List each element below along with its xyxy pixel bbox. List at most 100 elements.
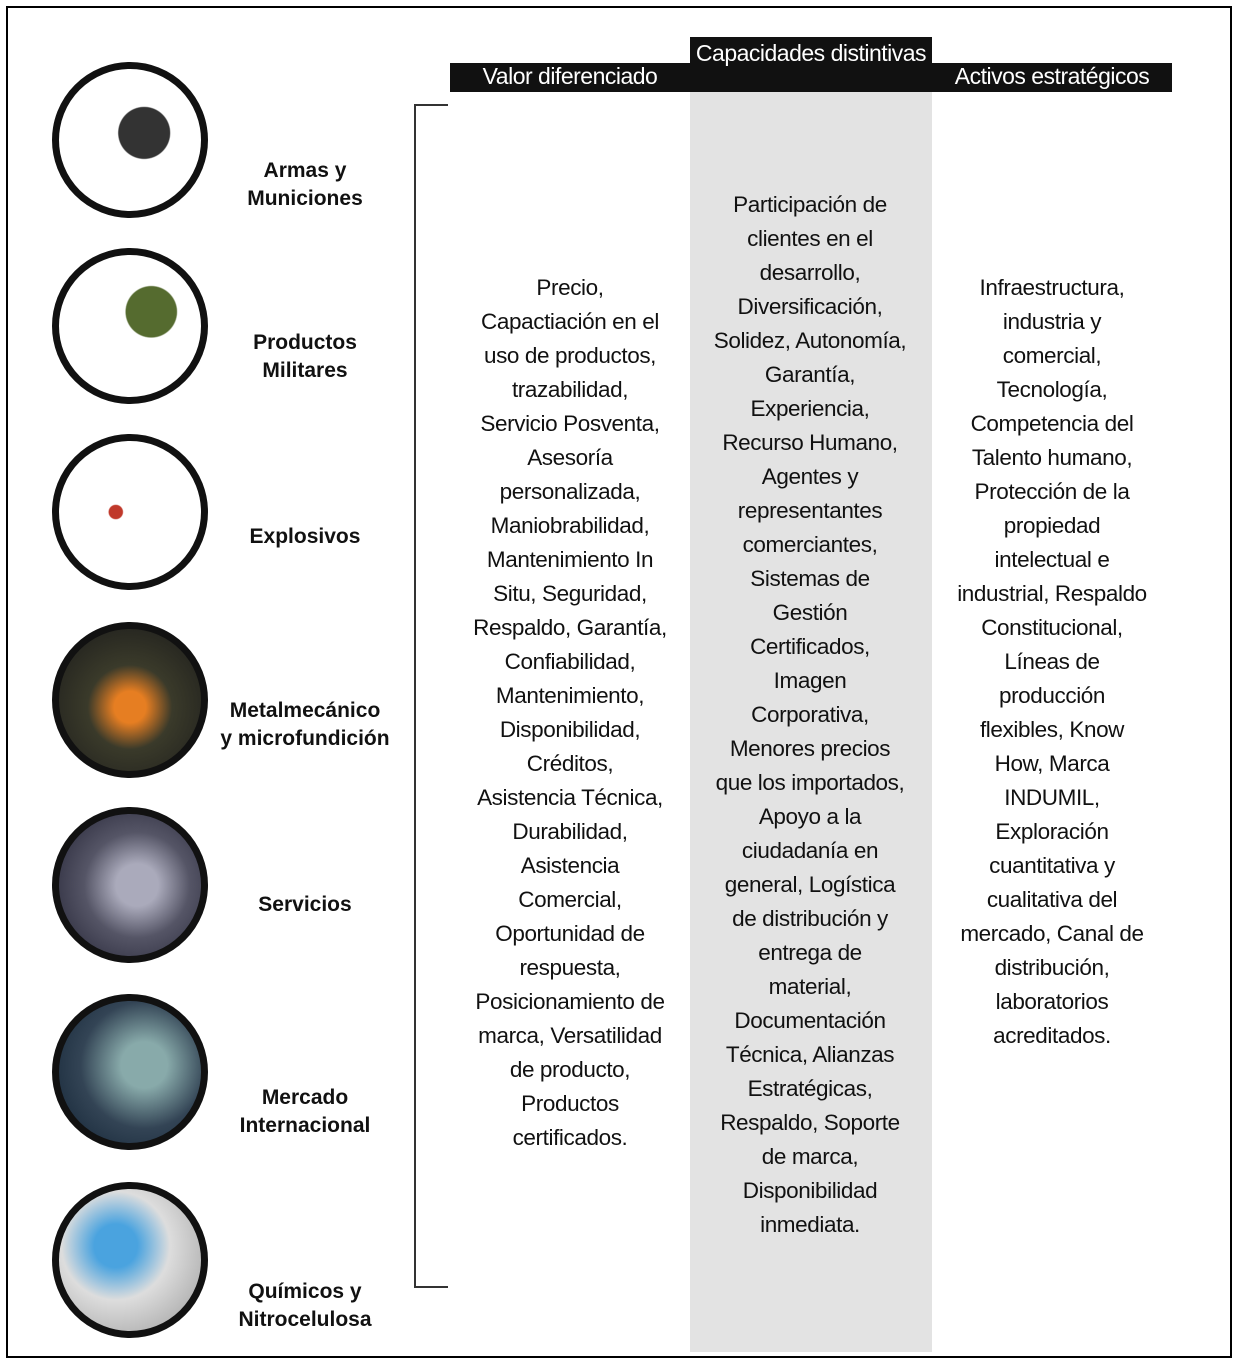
- column-text-line: distribución,: [994, 955, 1110, 980]
- column-text-line: Respaldo, Soporte: [720, 1110, 900, 1135]
- column-text-line: producción: [998, 683, 1106, 708]
- column-text-line: Experiencia,: [750, 396, 870, 421]
- column-text-line: Asesoría: [527, 445, 613, 470]
- business-label: Mercado Internacional: [239, 1086, 371, 1137]
- column-text-line: Sistemas de: [750, 566, 870, 591]
- column-text-line: Gestión: [772, 600, 848, 625]
- column-text-line: Mantenimiento In: [486, 547, 654, 572]
- column-text-line: entrega de: [758, 940, 862, 965]
- column-text-line: mercado, Canal de: [960, 921, 1144, 946]
- business-label: Explosivos: [249, 525, 361, 548]
- column-text-line: cuantitativa y: [989, 853, 1115, 878]
- column-text-line: Mantenimiento,: [495, 683, 645, 708]
- business-icon: [52, 622, 208, 778]
- column-text-line: Maniobrabilidad,: [490, 513, 650, 538]
- column-text-line: marca, Versatilidad: [478, 1023, 662, 1048]
- frame: [6, 6, 1232, 1358]
- column-text-line: Apoyo a la: [758, 804, 862, 829]
- column-header: Valor diferenciado: [450, 63, 690, 92]
- business-icon: [52, 807, 208, 963]
- business-label: Químicos y Nitrocelulosa: [238, 1280, 372, 1331]
- column-text-line: Posicionamiento de: [475, 989, 665, 1014]
- column-text-line: Servicio Posventa,: [480, 411, 660, 436]
- business-icon: [52, 62, 208, 218]
- column-text-line: intelectual e: [994, 547, 1110, 572]
- column-text-line: inmediata.: [760, 1212, 860, 1237]
- column-text-line: Menores precios: [729, 736, 891, 761]
- column-text-line: Situ, Seguridad,: [493, 581, 647, 606]
- column-text-line: trazabilidad,: [511, 377, 629, 402]
- column-text-line: material,: [768, 974, 852, 999]
- column-text-line: clientes en el: [747, 226, 873, 251]
- column-text-line: Respaldo, Garantía,: [473, 615, 667, 640]
- business-label: Armas y Municiones: [247, 159, 363, 210]
- column-text-line: de distribución y: [732, 906, 888, 931]
- column-text-line: Certificados,: [750, 634, 870, 659]
- column-text-line: Documentación: [734, 1008, 886, 1033]
- column-text-line: certificados.: [512, 1125, 628, 1150]
- column-text-line: de producto,: [509, 1057, 631, 1082]
- column-text-line: Créditos,: [526, 751, 614, 776]
- column-text-line: Técnica, Alianzas: [725, 1042, 895, 1067]
- column-text-line: propiedad: [1003, 513, 1101, 538]
- column-text-line: respuesta,: [519, 955, 621, 980]
- column-text-line: Protección de la: [974, 479, 1130, 504]
- column-text-line: cualitativa del: [986, 887, 1118, 912]
- column-text-line: uso de productos,: [483, 343, 657, 368]
- business-icon: [52, 994, 208, 1150]
- business-icon: [52, 434, 208, 590]
- column-text-line: Oportunidad de: [495, 921, 645, 946]
- column-text-line: de marca,: [761, 1144, 859, 1169]
- column-text-line: INDUMIL,: [1004, 785, 1100, 810]
- column-text-line: Disponibilidad,: [499, 717, 641, 742]
- business-label: Servicios: [258, 893, 352, 916]
- column-text-line: Exploración: [995, 819, 1109, 844]
- column-text-line: Líneas de: [1004, 649, 1100, 674]
- column-text-line: comerciantes,: [742, 532, 878, 557]
- column-text-line: representantes: [737, 498, 883, 523]
- column-text-line: desarrollo,: [759, 260, 861, 285]
- column-text-line: Estratégicas,: [747, 1076, 873, 1101]
- column-header: Activos estratégicos: [932, 63, 1172, 92]
- column-text-line: Tecnología,: [996, 377, 1108, 402]
- column-text-line: Productos: [521, 1091, 619, 1116]
- column-text-line: ciudadanía en: [741, 838, 879, 863]
- column-text-line: Capactiación en el: [481, 309, 659, 334]
- business-label: Metalmecánico y microfundición: [220, 699, 390, 750]
- column-text-line: comercial,: [1002, 343, 1102, 368]
- column-text-line: industria y: [1002, 309, 1102, 334]
- column-text-line: Confiabilidad,: [504, 649, 636, 674]
- column-text-line: Durabilidad,: [512, 819, 628, 844]
- business-icon: [52, 1182, 208, 1338]
- column-text-line: Imagen: [773, 668, 847, 693]
- column-text-line: Participación de: [733, 192, 887, 217]
- column-text-line: Recurso Humano,: [722, 430, 898, 455]
- column-text-line: industrial, Respaldo: [957, 581, 1147, 606]
- column-text-line: Garantía,: [764, 362, 856, 387]
- column-text-line: Comercial,: [518, 887, 622, 912]
- column-text-line: Asistencia: [520, 853, 620, 878]
- column-text-line: Agentes y: [761, 464, 859, 489]
- business-icon: [52, 248, 208, 404]
- column-text-line: acreditados.: [993, 1023, 1111, 1048]
- column-text-line: laboratorios: [995, 989, 1109, 1014]
- column-text-line: que los importados,: [715, 770, 905, 795]
- column-text-line: Talento humano,: [971, 445, 1133, 470]
- column-text-line: Corporativa,: [751, 702, 869, 727]
- column-text-line: Solidez, Autonomía,: [713, 328, 907, 353]
- column-text-line: How, Marca: [994, 751, 1110, 776]
- column-text-line: Competencia del: [970, 411, 1134, 436]
- column-text-line: Disponibilidad: [742, 1178, 878, 1203]
- column-text-line: Infraestructura,: [979, 275, 1125, 300]
- column-text-line: Precio,: [536, 275, 604, 300]
- column-text-line: personalizada,: [499, 479, 641, 504]
- column-text-line: Diversificación,: [737, 294, 883, 319]
- column-text-line: Constitucional,: [981, 615, 1123, 640]
- gray-column: [690, 92, 932, 1352]
- bracket: [414, 104, 448, 1288]
- business-label: Productos Militares: [253, 331, 357, 382]
- column-text-line: flexibles, Know: [979, 717, 1125, 742]
- column-header: Capacidades distintivas: [690, 37, 932, 92]
- column-text-line: general, Logística: [724, 872, 896, 897]
